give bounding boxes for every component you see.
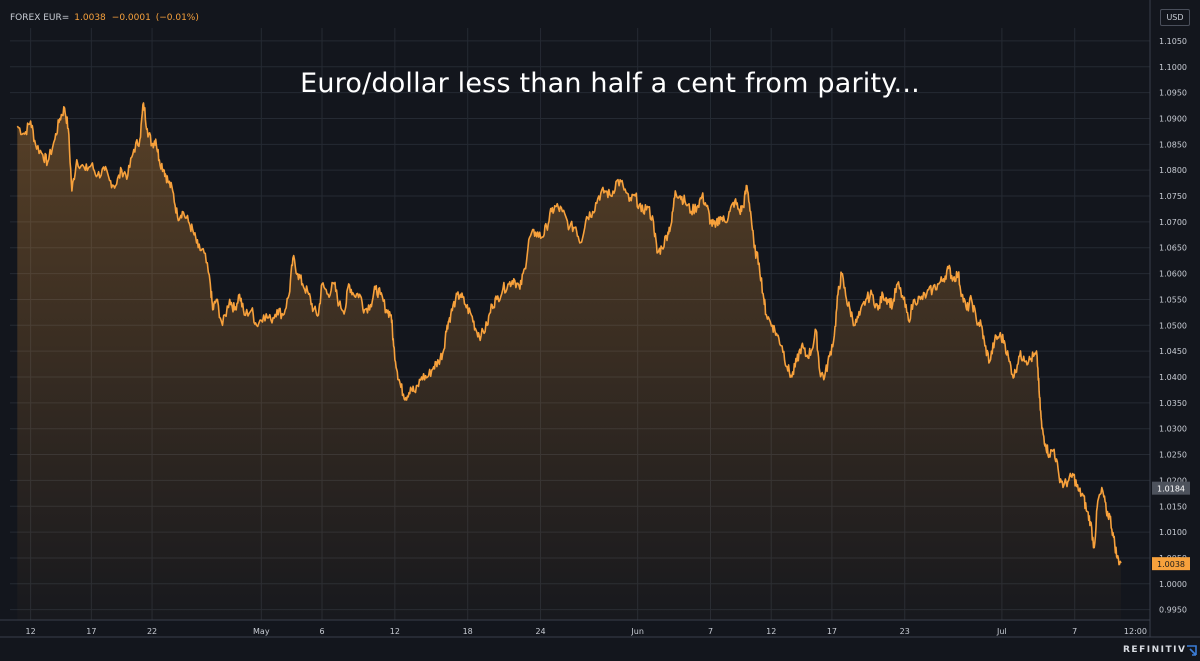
price-area-fill <box>17 103 1121 620</box>
refinitiv-logo-icon <box>1187 645 1197 656</box>
x-tick-label: May <box>253 627 270 636</box>
y-tick-label: 1.0350 <box>1159 399 1187 408</box>
x-tick-label: 6 <box>319 627 324 636</box>
price-area <box>17 103 1121 620</box>
y-tick-label: 1.1000 <box>1159 63 1187 72</box>
y-tick-label: 1.0700 <box>1159 218 1187 227</box>
x-tick-label: Jul <box>996 627 1007 636</box>
y-tick-label: 0.9950 <box>1159 606 1187 615</box>
x-tick-label: 12:00 <box>1124 627 1147 636</box>
x-tick-label: 7 <box>1072 627 1077 636</box>
y-tick-label: 1.0900 <box>1159 114 1187 123</box>
price-line-path <box>16 102 1122 566</box>
instrument-name: FOREX EUR= <box>10 13 70 23</box>
instrument-header: FOREX EUR= 1.0038 −0.0001 (−0.01%) <box>10 13 199 23</box>
axes: 1.1050 1.1000 1.0950 1.0900 1.0850 1.0800 1.07… <box>0 0 1200 638</box>
y-tick-label: 1.0450 <box>1159 347 1187 356</box>
y-tick-label: 1.0150 <box>1159 502 1187 511</box>
price-line <box>16 102 1122 566</box>
y-tick-label: 1.0200 <box>1159 476 1187 485</box>
x-tick-label: 7 <box>708 627 713 636</box>
x-tick-label: 23 <box>900 627 910 636</box>
y-tick-label: 1.0550 <box>1159 295 1187 304</box>
y-tick-label: 1.0600 <box>1159 270 1187 279</box>
y-tick-label: 1.0400 <box>1159 373 1187 382</box>
price-markers: 1.0184 1.0038 <box>1152 481 1190 571</box>
brand-label: REFINITIV <box>1123 645 1187 655</box>
y-tick-label: 1.0650 <box>1159 244 1187 253</box>
y-tick-label: 1.1050 <box>1159 37 1187 46</box>
y-tick-label: 1.0000 <box>1159 580 1187 589</box>
y-tick-label: 1.0250 <box>1159 451 1187 460</box>
price-marker-label: 1.0184 <box>1157 485 1185 494</box>
x-tick-label: 12 <box>26 627 36 636</box>
chart-title: Euro/dollar less than half a cent from p… <box>300 68 920 99</box>
y-tick-label: 1.0300 <box>1159 425 1187 434</box>
y-tick-label: 1.0950 <box>1159 89 1187 98</box>
y-tick-label: 1.0800 <box>1159 166 1187 175</box>
x-tick-label: 17 <box>827 627 837 636</box>
x-tick-label: 24 <box>535 627 545 636</box>
y-tick-label: 1.0850 <box>1159 140 1187 149</box>
x-tick-label: 12 <box>390 627 400 636</box>
y-tick-label: 1.0750 <box>1159 192 1187 201</box>
x-tick-label: Jun <box>630 627 644 636</box>
x-tick-label: 22 <box>147 627 157 636</box>
x-tick-label: 17 <box>86 627 96 636</box>
price-marker-box <box>1152 557 1190 571</box>
price-change-pct: (−0.01%) <box>155 13 199 23</box>
currency-button[interactable]: USD <box>1160 9 1190 26</box>
x-tick-label: 18 <box>463 627 473 636</box>
last-price: 1.0038 <box>74 13 106 23</box>
y-tick-label: 1.0500 <box>1159 321 1187 330</box>
price-marker-label: 1.0038 <box>1157 560 1185 569</box>
price-marker-box <box>1152 481 1190 495</box>
x-tick-label: 12 <box>766 627 776 636</box>
y-tick-label: 1.0100 <box>1159 528 1187 537</box>
price-change: −0.0001 <box>111 13 151 23</box>
